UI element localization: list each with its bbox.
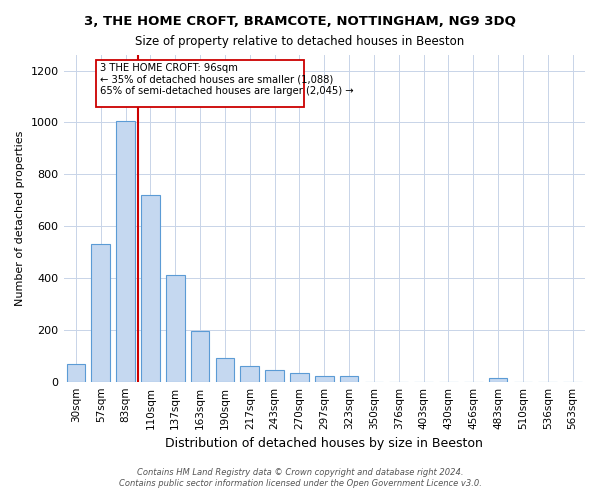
Bar bbox=[241, 366, 259, 382]
Bar bbox=[141, 195, 160, 382]
Bar bbox=[91, 244, 110, 382]
Bar bbox=[191, 330, 209, 382]
Text: Size of property relative to detached houses in Beeston: Size of property relative to detached ho… bbox=[136, 35, 464, 48]
X-axis label: Distribution of detached houses by size in Beeston: Distribution of detached houses by size … bbox=[166, 437, 483, 450]
Bar bbox=[290, 373, 309, 382]
Text: 3, THE HOME CROFT, BRAMCOTE, NOTTINGHAM, NG9 3DQ: 3, THE HOME CROFT, BRAMCOTE, NOTTINGHAM,… bbox=[84, 15, 516, 28]
Text: 3 THE HOME CROFT: 96sqm
← 35% of detached houses are smaller (1,088)
65% of semi: 3 THE HOME CROFT: 96sqm ← 35% of detache… bbox=[100, 63, 353, 96]
Bar bbox=[215, 358, 234, 382]
Bar bbox=[489, 378, 508, 382]
Bar bbox=[340, 376, 358, 382]
Bar bbox=[265, 370, 284, 382]
Bar bbox=[315, 376, 334, 382]
Y-axis label: Number of detached properties: Number of detached properties bbox=[15, 130, 25, 306]
Bar bbox=[116, 121, 135, 382]
Text: Contains HM Land Registry data © Crown copyright and database right 2024.
Contai: Contains HM Land Registry data © Crown c… bbox=[119, 468, 481, 487]
Bar bbox=[166, 276, 185, 382]
Bar bbox=[67, 364, 85, 382]
FancyBboxPatch shape bbox=[96, 60, 304, 107]
